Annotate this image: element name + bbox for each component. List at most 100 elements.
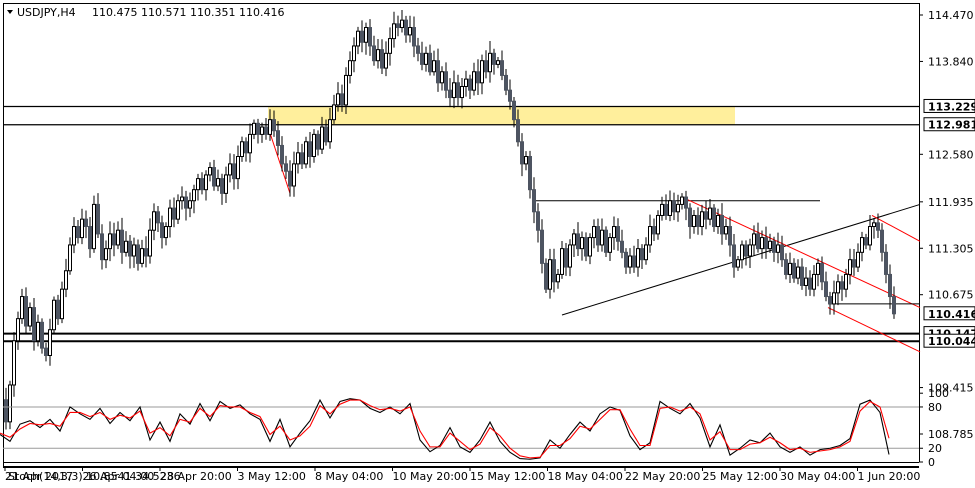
candle-bear — [512, 100, 516, 121]
candle-bull — [328, 119, 332, 143]
symbol-label: USDJPY,H4 — [17, 6, 76, 19]
price-axis-ticks: 114.470 113.840 112.580 111.935 111.305 110.6… — [919, 9, 974, 441]
candle-bear — [96, 203, 100, 235]
candle-bear — [800, 266, 804, 286]
candle-bull — [48, 329, 52, 357]
candle-bear — [840, 281, 844, 290]
candle-bull — [196, 178, 200, 191]
candle-bull — [20, 296, 24, 320]
time-tick-label: 22 May 20:00 — [625, 470, 700, 483]
time-tick-label: 15 May 12:00 — [470, 470, 545, 483]
symbol-dropdown-icon[interactable] — [7, 10, 13, 14]
candle-bear — [448, 89, 452, 99]
candle-bull — [224, 174, 228, 194]
candle-bull — [248, 133, 252, 154]
price-tick-label: 112.580 — [928, 148, 974, 161]
candle-bear — [828, 296, 832, 305]
price-tick-label: 109.415 — [928, 382, 974, 395]
stoch-indicator-label: Stoch(14,3,3) 10.8541 34.5236 — [8, 470, 181, 483]
candle-bear — [232, 163, 236, 180]
candle-bull — [748, 244, 752, 257]
candle-bear — [244, 141, 248, 154]
candle-bull — [568, 244, 572, 268]
candle-bear — [516, 119, 520, 143]
candle-bear — [632, 255, 636, 268]
candle-bull — [432, 60, 436, 73]
candle-bull — [348, 60, 352, 76]
candle-bear — [620, 240, 624, 253]
candle-bear — [544, 262, 548, 290]
candle-bear — [888, 273, 892, 298]
candle-bull — [740, 244, 744, 261]
stoch-signal-line — [0, 399, 890, 459]
candle-bull — [472, 71, 476, 91]
candle-bull — [16, 318, 20, 342]
candle-bear — [624, 251, 628, 268]
candle-bull — [788, 262, 792, 275]
candle-bear — [184, 196, 188, 209]
candle-bear — [212, 167, 216, 187]
candle-bull — [152, 211, 156, 231]
candle-bear — [420, 52, 424, 65]
candle-bull — [816, 262, 820, 275]
candle-bear — [500, 60, 504, 76]
resistance-zone — [268, 106, 735, 125]
candle-bear — [884, 251, 888, 275]
candle-bull — [844, 273, 848, 290]
candle-bear — [4, 399, 8, 423]
candle-bull — [204, 174, 208, 191]
candle-bull — [376, 49, 380, 62]
candle-bull — [524, 156, 528, 165]
candle-bull — [648, 226, 652, 246]
candle-bear — [200, 178, 204, 191]
candle-bear — [380, 49, 384, 69]
candle-bear — [764, 237, 768, 250]
candle-bull — [168, 207, 172, 228]
trend-line — [871, 215, 921, 242]
candle-bull — [464, 78, 468, 87]
candle-bull — [304, 141, 308, 165]
candle-bear — [308, 141, 312, 158]
horizontal-levels — [3, 105, 919, 343]
stoch-level-label: 20 — [928, 442, 942, 455]
time-tick-label: 30 May 04:00 — [780, 470, 855, 483]
candle-bear — [404, 19, 408, 36]
candle-bull — [132, 244, 136, 257]
candle-bear — [316, 133, 320, 150]
candle-bear — [396, 23, 400, 29]
candle-bear — [808, 277, 812, 290]
candle-bear — [288, 170, 292, 187]
candle-bull — [700, 211, 704, 228]
candle-bear — [744, 244, 748, 257]
candle-bear — [712, 207, 716, 228]
candle-bear — [528, 156, 532, 191]
candle-bear — [704, 211, 708, 220]
candle-bull — [588, 237, 592, 257]
candle-bull — [848, 259, 852, 275]
candle-bull — [680, 196, 684, 205]
candle-bull — [352, 45, 356, 62]
level-price-label: 113.229 — [928, 100, 975, 113]
candle-bear — [492, 52, 496, 65]
current-price-label: 110.416 — [928, 308, 975, 321]
candle-bull — [260, 126, 264, 135]
candle-bear — [536, 211, 540, 231]
candle-bear — [784, 259, 788, 275]
candle-bear — [156, 211, 160, 224]
candle-bear — [652, 226, 656, 235]
candle-bull — [636, 248, 640, 268]
candle-bear — [112, 233, 116, 246]
candle-bear — [368, 27, 372, 47]
candle-bull — [92, 203, 96, 250]
price-tick-label: 114.470 — [928, 9, 974, 22]
candle-bull — [312, 133, 316, 158]
candle-bear — [300, 152, 304, 165]
candle-bear — [876, 222, 880, 231]
candle-bear — [880, 229, 884, 253]
candle-bull — [180, 196, 184, 202]
candle-bull — [752, 233, 756, 246]
